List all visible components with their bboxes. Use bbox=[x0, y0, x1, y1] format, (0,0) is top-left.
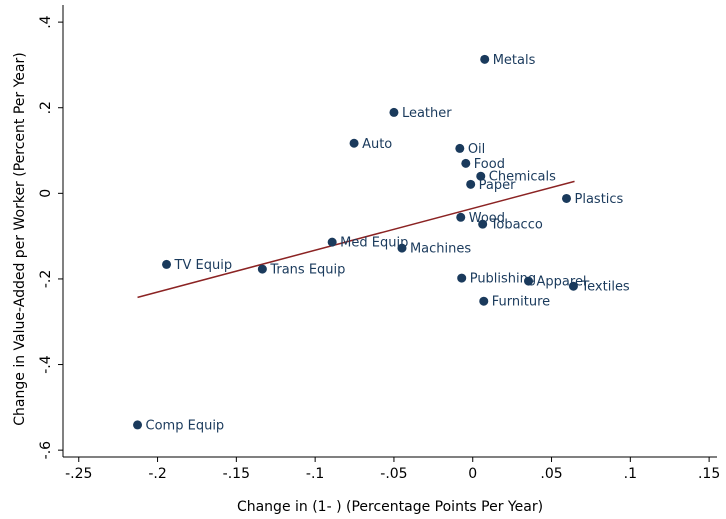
x-tick-label: -.05 bbox=[380, 466, 407, 482]
point bbox=[457, 273, 467, 283]
point-label: Auto bbox=[362, 137, 392, 152]
point-label: Plastics bbox=[575, 192, 624, 207]
point bbox=[562, 193, 572, 203]
x-tick-label: -.15 bbox=[223, 466, 250, 482]
point-label: Comp Equip bbox=[146, 418, 225, 433]
point-label: Oil bbox=[468, 142, 485, 157]
point-label: Med Equip bbox=[340, 236, 408, 251]
point-label: Chemicals bbox=[489, 170, 556, 185]
y-tick-label: -.4 bbox=[38, 355, 54, 374]
point bbox=[476, 171, 486, 181]
point bbox=[568, 281, 578, 291]
point bbox=[397, 243, 407, 253]
point bbox=[349, 138, 359, 148]
point bbox=[466, 179, 476, 189]
y-tick-label: -.6 bbox=[38, 441, 54, 460]
point-label: Food bbox=[474, 157, 505, 172]
point-label: Furniture bbox=[492, 295, 550, 310]
x-axis-label: Change in (1- ) (Percentage Points Per Y… bbox=[237, 499, 543, 515]
y-tick-label: -.2 bbox=[38, 270, 54, 288]
point bbox=[455, 143, 465, 153]
fit-line bbox=[137, 180, 575, 299]
x-tick-label: .1 bbox=[624, 466, 637, 482]
point-label: TV Equip bbox=[174, 258, 233, 273]
point bbox=[133, 420, 143, 430]
point-label: Publishing bbox=[470, 272, 536, 287]
y-tick-label: .2 bbox=[38, 101, 54, 114]
point-label: Trans Equip bbox=[269, 263, 345, 278]
x-tick-label: .05 bbox=[540, 466, 562, 482]
point-label: Tobacco bbox=[490, 218, 543, 233]
point-label: Metals bbox=[493, 53, 536, 68]
point bbox=[257, 264, 267, 274]
point-label: Apparel bbox=[537, 275, 587, 290]
x-tick-label: -.1 bbox=[306, 466, 324, 482]
point bbox=[389, 107, 399, 117]
point bbox=[327, 237, 337, 247]
point bbox=[524, 276, 534, 286]
x-tick-label: .15 bbox=[698, 466, 720, 482]
point bbox=[162, 259, 172, 269]
x-tick-label: -.25 bbox=[65, 466, 92, 482]
point bbox=[456, 212, 466, 222]
point-label: Textiles bbox=[580, 280, 630, 295]
x-tick-label: -.2 bbox=[148, 466, 166, 482]
y-axis-label: Change in Value-Added per Worker (Percen… bbox=[12, 52, 28, 425]
point bbox=[480, 54, 490, 64]
point-label: Machines bbox=[410, 242, 471, 257]
point bbox=[461, 158, 471, 168]
y-tick-label: 0 bbox=[38, 189, 54, 198]
point-label: Paper bbox=[479, 178, 516, 193]
y-tick-label: .4 bbox=[38, 15, 54, 28]
point-label: Wood bbox=[469, 211, 505, 226]
point bbox=[478, 219, 488, 229]
point bbox=[479, 296, 489, 306]
point-label: Leather bbox=[402, 106, 452, 121]
x-tick-label: 0 bbox=[468, 466, 477, 482]
